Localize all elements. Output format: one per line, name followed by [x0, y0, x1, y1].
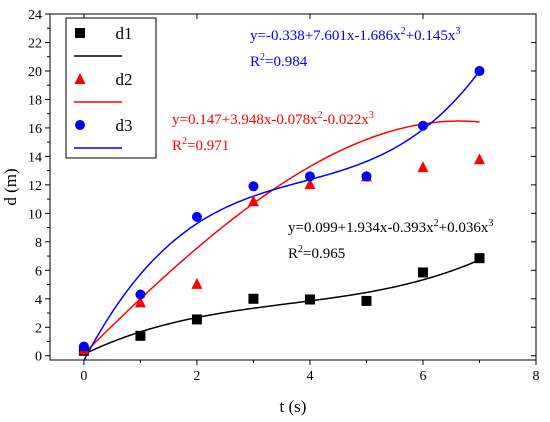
fit-equations: y=0.099+1.934x-0.393x2+0.036x3 R2=0.965 … — [172, 26, 493, 262]
fit-curve-d1 — [83, 259, 480, 355]
data-point-d1 — [361, 295, 372, 306]
r-squared-d1-value: =0.965 — [303, 246, 345, 262]
data-point-d3 — [191, 211, 202, 222]
legend-label-d2: d2 — [116, 70, 133, 89]
r-squared-d2-label: R — [172, 138, 182, 154]
data-point-d3 — [304, 171, 315, 182]
r-squared-d3-label: R — [250, 54, 260, 70]
r-squared-d2-value: =0.971 — [187, 138, 229, 154]
equation-d1-exp2: 2 — [434, 218, 439, 229]
y-tick-label: 24 — [28, 8, 42, 23]
legend: d1 d2 d3 — [65, 17, 157, 159]
y-tick-label: 0 — [35, 350, 42, 365]
r-squared-d3-exp: 2 — [260, 52, 265, 63]
x-tick-label: 2 — [193, 369, 200, 384]
equation-d1-mid: +0.036x — [439, 220, 489, 236]
y-tick-label: 20 — [28, 65, 42, 80]
r-squared-d1-exp: 2 — [298, 244, 303, 255]
r-squared-d1-label: R — [288, 246, 298, 262]
r-squared-d1: R2=0.965 — [288, 244, 345, 262]
r-squared-d2-exp: 2 — [182, 136, 187, 147]
data-point-d2 — [473, 153, 485, 165]
y-tick-label: 10 — [28, 207, 42, 222]
legend-marker-d2 — [74, 73, 86, 84]
data-point-d1 — [417, 267, 428, 278]
legend-marker-d3 — [75, 120, 85, 130]
legend-box — [65, 17, 157, 159]
data-point-d1 — [248, 293, 259, 304]
legend-marker-d1 — [75, 28, 85, 38]
data-point-d1 — [474, 253, 485, 264]
y-tick-label: 22 — [28, 36, 42, 51]
data-points — [78, 65, 485, 356]
y-tick-label: 6 — [35, 264, 42, 279]
r-squared-d2: R2=0.971 — [172, 136, 229, 154]
data-point-d1 — [135, 330, 146, 341]
equation-d3: y=-0.338+7.601x-1.686x2+0.145x3 — [250, 26, 460, 44]
legend-label-d1: d1 — [116, 24, 133, 43]
y-tick-label: 4 — [35, 293, 42, 308]
equation-d2: y=0.147+3.948x-0.078x2-0.022x3 — [172, 110, 374, 128]
y-axis-title: d (m) — [1, 168, 20, 205]
data-point-d1 — [304, 294, 315, 305]
x-tick-label: 4 — [306, 369, 313, 384]
fit-curve-d3 — [83, 70, 481, 361]
x-axis-title: t (s) — [280, 397, 307, 416]
x-tick-label: 0 — [80, 369, 87, 384]
data-point-d3 — [474, 65, 485, 76]
y-tick-label: 8 — [35, 236, 42, 251]
r-squared-d3: R2=0.984 — [250, 52, 308, 70]
data-point-d2 — [191, 277, 203, 289]
fit-curve-d2 — [83, 120, 480, 355]
data-point-d3 — [135, 289, 146, 300]
data-point-d3 — [361, 171, 372, 182]
equation-d1-exp3: 3 — [488, 218, 493, 229]
equation-d3-mid: +0.145x — [406, 28, 456, 44]
equation-d2-exp3: 3 — [369, 110, 374, 121]
equation-d3-exp2: 2 — [401, 26, 406, 37]
r-squared-d3-value: =0.984 — [265, 54, 308, 70]
y-tick-label: 12 — [28, 179, 42, 194]
y-tick-label: 14 — [28, 150, 42, 165]
equation-d1-base: y=0.099+1.934x-0.393x — [288, 220, 434, 236]
x-tick-label: 6 — [419, 369, 426, 384]
data-point-d3 — [417, 120, 428, 131]
equation-d1: y=0.099+1.934x-0.393x2+0.036x3 — [288, 218, 493, 236]
data-point-d1 — [191, 314, 202, 325]
data-point-d2 — [304, 178, 316, 190]
plot-frame — [49, 13, 537, 361]
equation-d2-base: y=0.147+3.948x-0.078x — [172, 112, 318, 128]
legend-label-d3: d3 — [116, 116, 133, 135]
data-point-d2 — [417, 161, 429, 173]
equation-d2-mid: -0.022x — [323, 112, 370, 128]
equation-d2-exp2: 2 — [318, 110, 323, 121]
fit-curves — [83, 70, 481, 361]
y-tick-label: 16 — [28, 122, 42, 137]
data-point-d2 — [247, 195, 259, 207]
data-point-d3 — [248, 181, 259, 192]
equation-d3-exp3: 3 — [455, 26, 460, 37]
y-tick-label: 2 — [35, 321, 42, 336]
x-tick-label: 8 — [533, 369, 540, 384]
equation-d3-base: y=-0.338+7.601x-1.686x — [250, 28, 401, 44]
y-tick-label: 18 — [28, 93, 42, 108]
data-point-d3 — [78, 341, 89, 352]
data-point-d2 — [134, 296, 146, 308]
